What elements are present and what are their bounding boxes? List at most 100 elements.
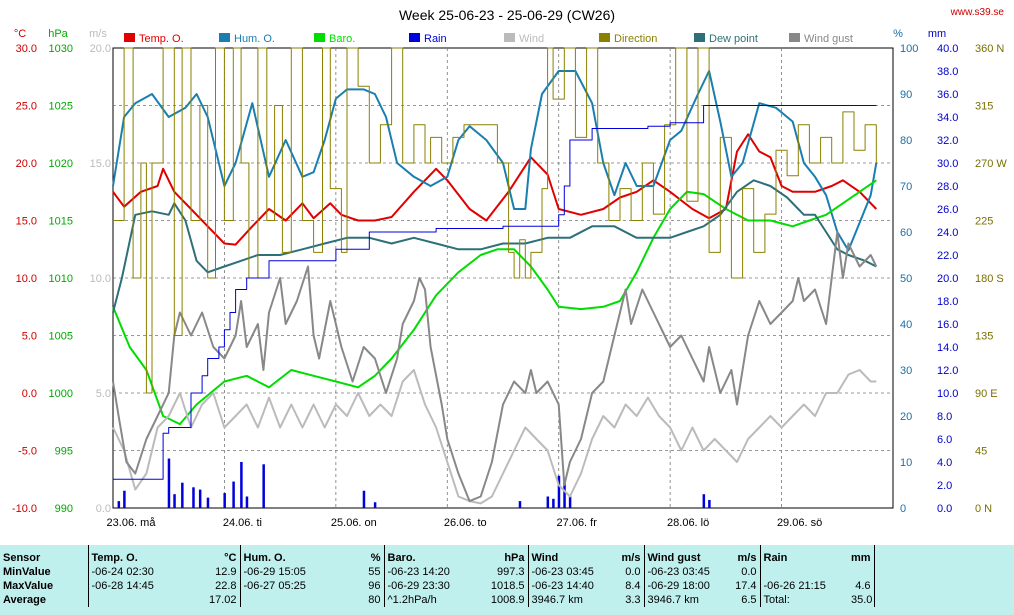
- dir-axis-tick: 90 E: [975, 388, 998, 400]
- baro-axis-tick: 995: [55, 446, 73, 458]
- wind-axis-tick: 20.0: [90, 43, 111, 55]
- hum-axis-tick: 100: [900, 43, 918, 55]
- baro-axis-tick: 1005: [49, 331, 73, 343]
- legend-swatch: [409, 33, 420, 42]
- stats-cell-value: 0.0: [625, 566, 641, 578]
- rain-axis-tick: 16.0: [937, 319, 958, 331]
- stats-cell-time: -06-23 14:20: [383, 565, 472, 579]
- stats-filler: [873, 593, 1014, 607]
- rain-bar: [568, 496, 572, 508]
- rain-axis-tick: 28.0: [937, 181, 958, 193]
- hum-axis-tick: 60: [900, 227, 912, 239]
- stats-row: MinValue -06-24 02:30 12.9 -06-29 15:05 55 -0…: [0, 565, 1014, 579]
- rain-bar: [167, 458, 171, 508]
- series-line-wind: [112, 369, 877, 505]
- stats-header-label: Temp. O.: [87, 545, 178, 565]
- hum-axis-tick: 80: [900, 135, 912, 147]
- stats-cell-time: -06-26 21:15: [759, 579, 848, 593]
- rain-bars: [117, 458, 711, 508]
- temp-axis-tick: -10.0: [12, 503, 37, 515]
- rain-bar: [245, 496, 249, 508]
- baro-axis-tick: 1030: [49, 43, 73, 55]
- series-line-temp-o-: [112, 133, 878, 246]
- hum-axis-tick: 20: [900, 411, 912, 423]
- chart-legend: Temp. O. Hum. O. Baro. Rain Wind Direction Dew…: [124, 33, 853, 45]
- rain-bar: [708, 499, 711, 508]
- legend-swatch: [124, 33, 135, 42]
- stats-cell-time: -06-28 14:45: [87, 579, 178, 593]
- stats-row-label: MaxValue: [3, 580, 54, 592]
- weather-chart: Week 25-06-23 - 25-06-29 (CW26) 23.06. m…: [11, 7, 1008, 529]
- wind-unit: m/s: [89, 28, 107, 40]
- stats-cell-value: 17.02: [208, 594, 237, 606]
- legend-swatch: [789, 33, 800, 42]
- stats-cell-time: 3946.7 km: [527, 593, 600, 607]
- stats-cell-value: 80: [368, 594, 381, 606]
- stats-cell-time: -06-29 18:00: [643, 579, 716, 593]
- temp-unit: °C: [14, 28, 26, 40]
- x-tick-label: 25.06. on: [331, 517, 377, 529]
- stats-cell-value: 12.9: [215, 566, 237, 578]
- stats-header-unit: °C: [224, 552, 237, 564]
- stats-cell-time: -06-27 05:25: [239, 579, 328, 593]
- temp-axis-tick: -5.0: [18, 446, 37, 458]
- stats-cell-time: [759, 565, 848, 579]
- stats-panel: Sensor Temp. O. °C Hum. O.% Baro. hPa Wind m/s W…: [0, 545, 1014, 615]
- temp-axis-tick: 5.0: [22, 331, 37, 343]
- rain-axis-tick: 20.0: [937, 273, 958, 285]
- temp-axis-tick: 0.0: [22, 388, 37, 400]
- rain-bar: [373, 502, 377, 508]
- stats-header-label: Rain: [759, 545, 848, 565]
- stats-header-unit: m/s: [737, 552, 757, 564]
- stats-header-unit: m/s: [621, 552, 641, 564]
- temp-axis-tick: 15.0: [16, 216, 37, 228]
- series-line-wind-gust: [112, 231, 878, 503]
- x-tick-label: 28.06. lö: [667, 517, 709, 529]
- wind-axis-tick: 5.0: [96, 388, 111, 400]
- stats-row: MaxValue -06-28 14:45 22.8 -06-27 05:25 96 -0…: [0, 579, 1014, 593]
- rain-axis-tick: 8.0: [937, 411, 952, 423]
- rain-bar: [181, 482, 184, 508]
- stats-cell-value: 35.0: [851, 594, 873, 606]
- x-tick-label: 29.06. sö: [777, 517, 822, 529]
- legend-swatch: [599, 33, 610, 42]
- rain-bar: [557, 475, 561, 508]
- rain-axis-tick: 32.0: [937, 135, 958, 147]
- temp-axis-tick: 10.0: [16, 273, 37, 285]
- rain-axis-tick: 40.0: [937, 43, 958, 55]
- stats-cell-value: 55: [368, 566, 381, 578]
- stats-cell-value: 96: [368, 580, 381, 592]
- wind-axis-tick: 0.0: [96, 503, 111, 515]
- hum-axis-tick: 50: [900, 273, 912, 285]
- dir-axis-tick: 225: [975, 216, 993, 228]
- stats-cell-value: 8.4: [625, 580, 641, 592]
- dir-axis-tick: 270 W: [975, 158, 1007, 170]
- site-link[interactable]: www.s39.se: [950, 7, 1004, 18]
- stats-cell-time: -06-23 03:45: [643, 565, 716, 579]
- x-tick-label: 24.06. ti: [223, 517, 262, 529]
- x-tick-label: 26.06. to: [444, 517, 487, 529]
- rain-bar: [518, 501, 522, 508]
- rain-axis-tick: 26.0: [937, 204, 958, 216]
- rain-bar: [546, 496, 550, 508]
- rain-bar: [563, 482, 566, 508]
- stats-table: Sensor Temp. O. °C Hum. O.% Baro. hPa Wind m/s W…: [0, 545, 1014, 607]
- stats-cell-value: 997.3: [496, 566, 525, 578]
- rain-axis-tick: 34.0: [937, 112, 958, 124]
- stats-cell-time: Total:: [759, 593, 848, 607]
- legend-label: Temp. O.: [139, 33, 184, 45]
- stats-cell-time: ^1.2hPa/h: [383, 593, 472, 607]
- stats-filler: [873, 545, 1014, 565]
- chart-title: Week 25-06-23 - 25-06-29 (CW26): [399, 7, 615, 23]
- series-line-hum-o-: [112, 70, 878, 252]
- wind-axis-tick: 10.0: [90, 273, 111, 285]
- dir-axis-tick: 0 N: [975, 503, 992, 515]
- hum-axis-tick: 90: [900, 89, 912, 101]
- stats-cell-time: [87, 593, 178, 607]
- stats-header-unit: hPa: [504, 552, 525, 564]
- rain-bar: [192, 487, 195, 508]
- rain-axis-tick: 36.0: [937, 89, 958, 101]
- rain-axis-tick: 6.0: [937, 434, 952, 446]
- baro-axis-tick: 1020: [49, 158, 73, 170]
- x-tick-label: 23.06. må: [107, 517, 157, 529]
